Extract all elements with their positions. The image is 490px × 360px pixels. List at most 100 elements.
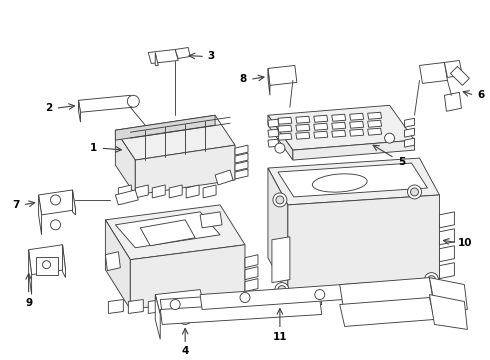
Circle shape [50,220,61,230]
Polygon shape [268,168,288,294]
Ellipse shape [312,174,367,192]
Polygon shape [350,129,364,136]
Polygon shape [39,190,75,215]
Polygon shape [115,212,220,248]
Polygon shape [278,133,292,140]
Text: 1: 1 [90,143,97,153]
Polygon shape [115,130,135,195]
Polygon shape [105,205,245,260]
Polygon shape [28,250,32,294]
Circle shape [50,195,61,205]
Polygon shape [332,130,346,137]
Text: 4: 4 [181,346,189,356]
Circle shape [408,185,421,199]
Polygon shape [148,300,163,314]
Polygon shape [296,116,310,123]
Polygon shape [440,246,454,262]
Polygon shape [188,300,203,314]
Polygon shape [268,119,279,127]
Polygon shape [268,158,440,205]
Polygon shape [268,139,279,147]
Polygon shape [115,115,215,140]
Circle shape [385,133,394,143]
Polygon shape [200,283,371,310]
Polygon shape [368,120,382,127]
Polygon shape [155,294,160,339]
Polygon shape [215,170,233,185]
Polygon shape [314,123,328,130]
Polygon shape [200,212,222,228]
Polygon shape [429,294,467,329]
Polygon shape [296,132,310,139]
Circle shape [411,188,418,196]
Polygon shape [405,128,415,137]
Polygon shape [235,161,248,171]
Polygon shape [288,195,440,294]
Polygon shape [155,289,205,315]
Polygon shape [368,112,382,119]
Circle shape [43,261,50,269]
Circle shape [240,293,250,302]
Text: 5: 5 [398,157,405,167]
Polygon shape [332,114,346,121]
Polygon shape [272,237,290,283]
Circle shape [424,273,439,287]
Polygon shape [278,163,427,197]
Polygon shape [235,145,248,155]
Circle shape [178,310,192,324]
Polygon shape [140,220,195,246]
Polygon shape [148,50,178,63]
Polygon shape [268,68,270,95]
Circle shape [182,315,188,320]
Polygon shape [108,300,123,314]
Polygon shape [135,145,235,195]
Polygon shape [130,245,245,310]
Polygon shape [160,289,322,315]
Polygon shape [135,185,148,198]
Polygon shape [278,117,292,124]
Polygon shape [332,122,346,129]
Circle shape [275,283,289,297]
Circle shape [273,193,287,207]
Polygon shape [235,153,248,163]
Circle shape [276,196,284,204]
Polygon shape [440,212,454,228]
Polygon shape [73,190,75,215]
Polygon shape [39,195,42,235]
Polygon shape [368,128,382,135]
Polygon shape [105,220,130,310]
Polygon shape [314,131,328,138]
Polygon shape [105,252,121,271]
Polygon shape [245,255,258,268]
Polygon shape [278,125,292,132]
Circle shape [127,95,139,107]
Circle shape [275,143,285,153]
Text: 6: 6 [478,90,485,100]
Polygon shape [296,124,310,131]
Polygon shape [160,300,322,324]
Polygon shape [340,278,435,316]
Text: 2: 2 [45,103,52,113]
Polygon shape [350,113,364,120]
Polygon shape [405,138,415,147]
Polygon shape [119,185,131,198]
Text: 11: 11 [272,332,287,342]
Circle shape [278,285,286,293]
Polygon shape [440,229,454,245]
Polygon shape [444,92,462,111]
Polygon shape [115,190,138,205]
Polygon shape [115,115,235,160]
Polygon shape [444,60,463,77]
Circle shape [315,289,325,300]
Polygon shape [175,48,190,58]
Polygon shape [28,245,66,275]
Polygon shape [419,62,447,84]
Text: 3: 3 [207,51,215,62]
Polygon shape [268,105,415,150]
Circle shape [427,276,436,284]
Text: 10: 10 [458,238,473,248]
Polygon shape [245,279,258,292]
Polygon shape [268,66,297,85]
Polygon shape [314,115,328,122]
Polygon shape [78,95,132,112]
